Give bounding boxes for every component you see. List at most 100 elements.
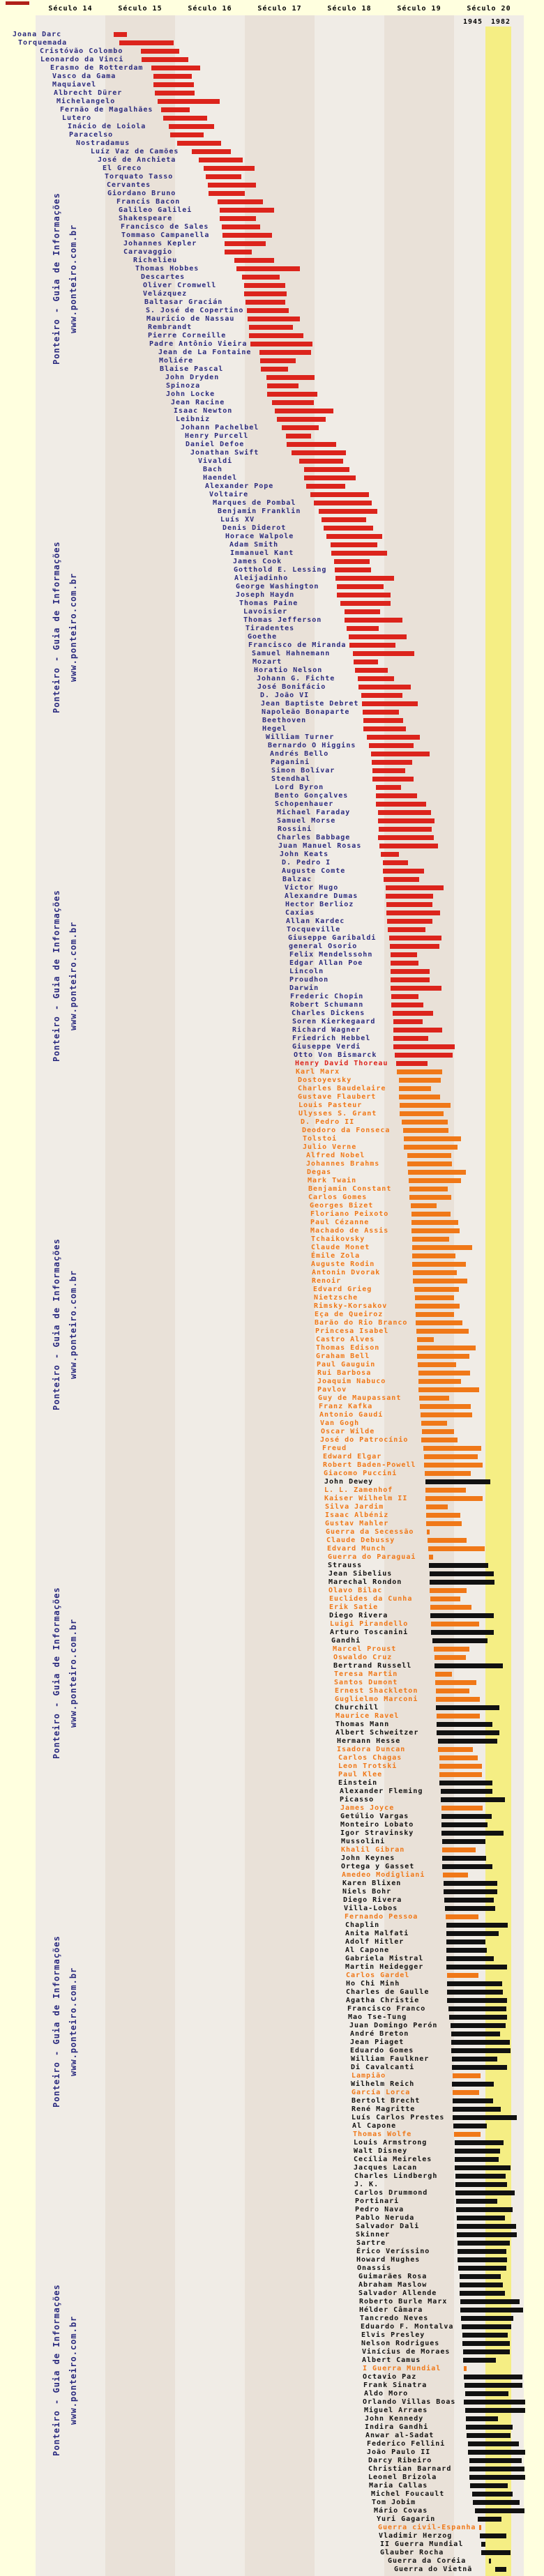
lifespan-bar (463, 2358, 496, 2363)
event-bar (427, 1530, 430, 1534)
lifespan-bar (358, 685, 411, 689)
person-label: Bertrand Russell (333, 1662, 412, 1670)
person-label: Edvard Grieg (313, 1286, 372, 1293)
lifespan-bar (452, 2065, 507, 2070)
lifespan-bar (349, 634, 407, 639)
century-column (175, 15, 245, 2576)
person-label: Tocqueville (287, 926, 341, 933)
person-label: Proudhon (289, 976, 329, 984)
lifespan-bar (435, 1655, 466, 1660)
person-label: Claude Monet (311, 1244, 370, 1251)
person-label: Georges Bizet (310, 1202, 374, 1210)
person-label: Lincoln (289, 968, 324, 975)
lifespan-bar (386, 910, 440, 915)
person-label: William Turner (266, 733, 335, 741)
person-label: Abraham Maslow (358, 2281, 428, 2289)
lifespan-bar (412, 1245, 472, 1250)
lifespan-bar (449, 2015, 507, 2020)
person-label: Johann G. Fichte (257, 675, 335, 683)
person-label: Tancredo Neves (360, 2315, 429, 2322)
lifespan-bar (391, 961, 418, 966)
person-label: Charles de Gaulle (346, 1988, 430, 1996)
lifespan-bar (438, 1747, 473, 1752)
person-label: Luís Carlos Prestes (352, 2114, 445, 2121)
lifespan-bar (403, 1128, 448, 1133)
lifespan-bar (384, 877, 419, 882)
lifespan-bar (386, 902, 432, 907)
lifespan-bar (446, 1914, 478, 1919)
person-label: Einstein (338, 1779, 378, 1787)
lifespan-bar (234, 258, 274, 263)
lifespan-bar (407, 1161, 452, 1166)
lifespan-bar (458, 2266, 506, 2271)
lifespan-bar (119, 40, 174, 45)
person-label: Rossini (278, 825, 312, 833)
person-label: Johann Pachelbel (181, 424, 259, 432)
person-label: José de Anchieta (98, 156, 176, 164)
lifespan-bar (248, 317, 300, 321)
lifespan-bar (372, 768, 405, 773)
person-label: Nietzsche (314, 1294, 358, 1302)
person-label: Kaiser Wilhelm II (324, 1495, 408, 1502)
person-label: Charles Lindbergh (354, 2172, 438, 2180)
person-label: Leibniz (176, 416, 211, 423)
person-label: Bento Gonçalves (275, 792, 349, 800)
lifespan-bar (428, 1538, 467, 1543)
lifespan-bar (395, 1053, 453, 1058)
person-label: Churchill (335, 1704, 379, 1712)
lifespan-bar (192, 149, 231, 154)
lifespan-bar (428, 1546, 485, 1551)
person-label: Mussolini (341, 1838, 386, 1845)
person-label: Blaise Pascal (160, 365, 224, 373)
person-label: Marcel Proust (333, 1645, 397, 1653)
person-label: Gustav Mahler (325, 1520, 389, 1527)
person-label: Alfred Nobel (306, 1152, 365, 1159)
lifespan-bar (469, 2467, 524, 2471)
person-label: Giuseppe Verdi (292, 1043, 361, 1051)
person-label: Di Cavalcanti (351, 2064, 415, 2071)
person-label: Albert Schweitzer (335, 1729, 419, 1737)
lifespan-bar (446, 1923, 508, 1928)
person-label: Louis Pasteur (299, 1102, 363, 1109)
lifespan-bar (412, 1262, 466, 1267)
lifespan-bar (286, 434, 311, 439)
person-label: Jean Piaget (350, 2038, 405, 2046)
century-label: Século 15 (118, 5, 163, 13)
person-label: Richelieu (133, 257, 178, 264)
lifespan-bar (409, 1195, 451, 1200)
person-label: Jacques Lacan (354, 2164, 418, 2172)
event-label: I Guerra Mundial (363, 2365, 441, 2372)
person-label: Tommaso Campanella (121, 231, 210, 239)
lifespan-bar (388, 927, 425, 932)
branding-text: Ponteiro - Guia de Informações (52, 541, 61, 714)
person-label: Strauss (328, 1562, 363, 1569)
event-bar (481, 2542, 485, 2547)
lifespan-bar (422, 1429, 454, 1434)
lifespan-bar (378, 818, 435, 823)
lifespan-bar (408, 1170, 466, 1175)
branding-url: www.ponteiro.com.br (68, 224, 78, 334)
lifespan-bar (448, 2006, 506, 2011)
lifespan-bar (371, 752, 430, 756)
person-label: José do Patrocínio (320, 1436, 409, 1444)
person-label: Tolstoi (303, 1135, 338, 1143)
lifespan-bar (411, 1212, 451, 1217)
lifespan-bar (417, 1337, 434, 1342)
lifespan-bar (425, 1496, 483, 1501)
lifespan-bar (432, 1638, 488, 1643)
lifespan-bar (306, 484, 345, 489)
lifespan-bar (416, 1312, 454, 1317)
lifespan-bar (455, 2182, 507, 2187)
lifespan-bar (299, 459, 343, 464)
person-label: Bertolt Brecht (352, 2097, 421, 2105)
lifespan-bar (421, 1438, 458, 1442)
person-label: Francisco Franco (347, 2005, 426, 2013)
person-label: Franz Kafka (319, 1403, 373, 1410)
lifespan-bar (287, 442, 336, 447)
lifespan-bar (386, 894, 433, 899)
lifespan-bar (443, 1873, 468, 1877)
person-label: Daniel Defoe (186, 441, 245, 448)
person-label: Friedrich Hebbel (292, 1035, 371, 1042)
lifespan-bar (441, 1789, 492, 1794)
lifespan-bar (441, 1806, 483, 1811)
